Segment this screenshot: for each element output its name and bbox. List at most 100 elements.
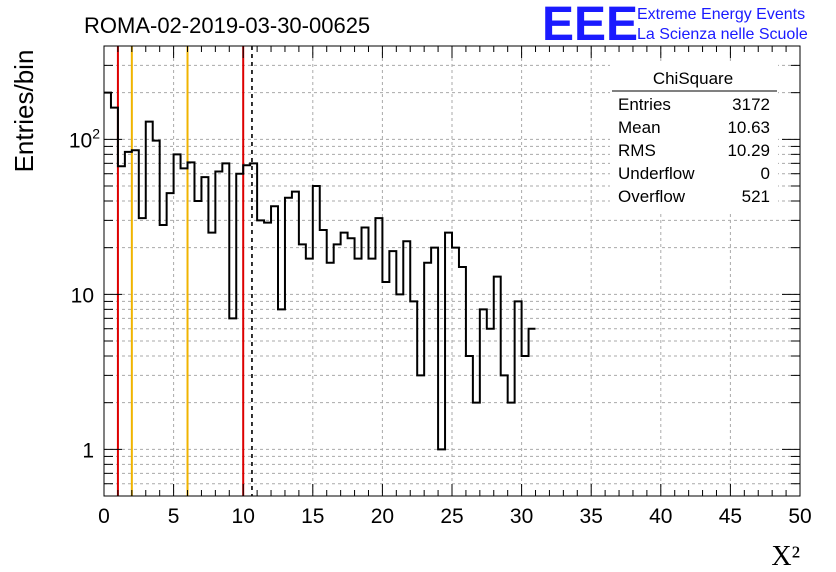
stats-value: 10.63	[727, 118, 770, 137]
histogram-bin	[306, 259, 313, 496]
x-tick-label: 45	[719, 505, 742, 528]
stats-value: 0	[761, 164, 770, 183]
stats-value: 3172	[732, 95, 770, 114]
histogram-bin	[299, 244, 306, 496]
histogram-bin	[424, 263, 431, 496]
histogram-bin	[445, 233, 452, 496]
histogram-bin	[501, 375, 508, 496]
x-tick-label: 5	[168, 505, 180, 528]
histogram-bin	[341, 233, 348, 496]
histogram-bin	[257, 220, 264, 496]
logo-line-2: La Scienza nelle Scuole	[637, 26, 808, 43]
x-tick-label: 25	[440, 505, 463, 528]
histogram-bin	[396, 294, 403, 496]
histogram-bin	[403, 241, 410, 496]
histogram-bin	[334, 244, 341, 496]
y-tick-label: 102	[69, 125, 100, 152]
stats-value: 10.29	[727, 141, 770, 160]
histogram-bin	[139, 218, 146, 496]
histogram-bin	[320, 230, 327, 496]
histogram-bin	[466, 356, 473, 496]
histogram-bin	[389, 251, 396, 496]
histogram-bars	[104, 91, 536, 496]
histogram-outline	[104, 91, 536, 451]
histogram-bin	[181, 168, 188, 496]
histogram-bin	[271, 206, 278, 496]
grid	[104, 45, 800, 497]
histogram-bin	[410, 301, 417, 496]
histogram-bin	[208, 233, 215, 496]
histogram-bin	[236, 174, 243, 496]
histogram-bin	[355, 259, 362, 496]
logo-mark: EEE	[542, 0, 638, 51]
chart-title: ROMA-02-2019-03-30-00625	[84, 13, 370, 38]
histogram-bin	[508, 403, 515, 496]
histogram-bin	[313, 186, 320, 496]
histogram-bin	[146, 122, 153, 496]
y-tick-label: 1	[82, 439, 94, 462]
histogram-bin	[348, 238, 355, 496]
histogram-bin	[375, 218, 382, 496]
eee-logo: EEE Extreme Energy Events La Scienza nel…	[542, 0, 808, 51]
histogram-bin	[118, 166, 125, 496]
histogram-bin	[243, 165, 250, 496]
histogram-bin	[368, 259, 375, 496]
histogram-bin	[452, 248, 459, 496]
histogram-bin	[278, 309, 285, 496]
histogram-bin	[167, 193, 174, 496]
histogram-bin	[362, 227, 369, 496]
axes	[103, 45, 801, 497]
histogram-bin	[487, 329, 494, 496]
logo-line-1: Extreme Energy Events	[637, 6, 805, 23]
histogram-bin	[431, 248, 438, 496]
x-tick-label: 10	[232, 505, 255, 528]
histogram-bin	[160, 225, 167, 496]
stats-label: RMS	[618, 141, 656, 160]
y-tick-label: 10	[71, 284, 94, 307]
stats-value: 521	[742, 187, 770, 206]
histogram-bin	[417, 375, 424, 496]
x-tick-label: 20	[371, 505, 394, 528]
x-tick-label: 40	[649, 505, 672, 528]
x-axis-title: X²	[771, 541, 800, 572]
histogram-bin	[174, 154, 181, 496]
histogram-bin	[473, 403, 480, 496]
histogram-bin	[264, 223, 271, 496]
stats-label: Mean	[618, 118, 661, 137]
x-tick-label: 35	[580, 505, 603, 528]
stats-label: Entries	[618, 95, 671, 114]
histogram-bin	[522, 356, 529, 496]
histogram-bin	[250, 163, 257, 496]
stats-label: Overflow	[618, 187, 686, 206]
x-tick-label: 15	[301, 505, 324, 528]
stats-box-background	[610, 63, 778, 213]
histogram-bin	[292, 192, 299, 496]
y-tick-exponent: 2	[92, 125, 100, 141]
histogram-bin	[125, 152, 132, 496]
histogram-bin	[438, 449, 445, 496]
histogram-bin	[529, 329, 536, 496]
histogram-bin	[382, 282, 389, 496]
x-tick-label: 0	[98, 505, 110, 528]
histogram-bin	[222, 163, 229, 496]
histogram-bin	[132, 150, 139, 496]
histogram-bin	[459, 267, 466, 496]
histogram-bin	[229, 318, 236, 496]
histogram-bin	[153, 141, 160, 496]
histogram-bin	[285, 198, 292, 496]
stats-rows: Entries 3172 Mean 10.63 RMS 10.29 Underflow 0 Ov…	[618, 95, 770, 206]
histogram-bin	[480, 309, 487, 496]
x-tick-label: 30	[510, 505, 533, 528]
histogram-bin	[494, 277, 501, 496]
stats-box: ChiSquare Entries 3172 Mean 10.63 RMS 10.29 Un…	[610, 63, 778, 213]
stats-title: ChiSquare	[653, 69, 733, 88]
histogram-bin	[188, 162, 195, 496]
histogram-bin	[327, 263, 334, 496]
histogram-bin	[515, 301, 522, 496]
histogram-bin	[201, 177, 208, 496]
stats-label: Underflow	[618, 164, 695, 183]
y-axis-title: Entries/bin	[9, 50, 39, 173]
x-tick-label: 50	[788, 505, 811, 528]
